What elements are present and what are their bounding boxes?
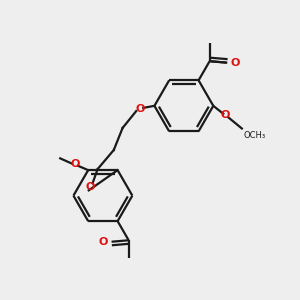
- Text: O: O: [99, 237, 108, 247]
- Text: O: O: [231, 58, 240, 68]
- Text: O: O: [85, 182, 95, 192]
- Text: O: O: [70, 159, 80, 169]
- Text: O: O: [221, 110, 230, 120]
- Text: OCH₃: OCH₃: [243, 131, 266, 140]
- Text: O: O: [135, 104, 144, 114]
